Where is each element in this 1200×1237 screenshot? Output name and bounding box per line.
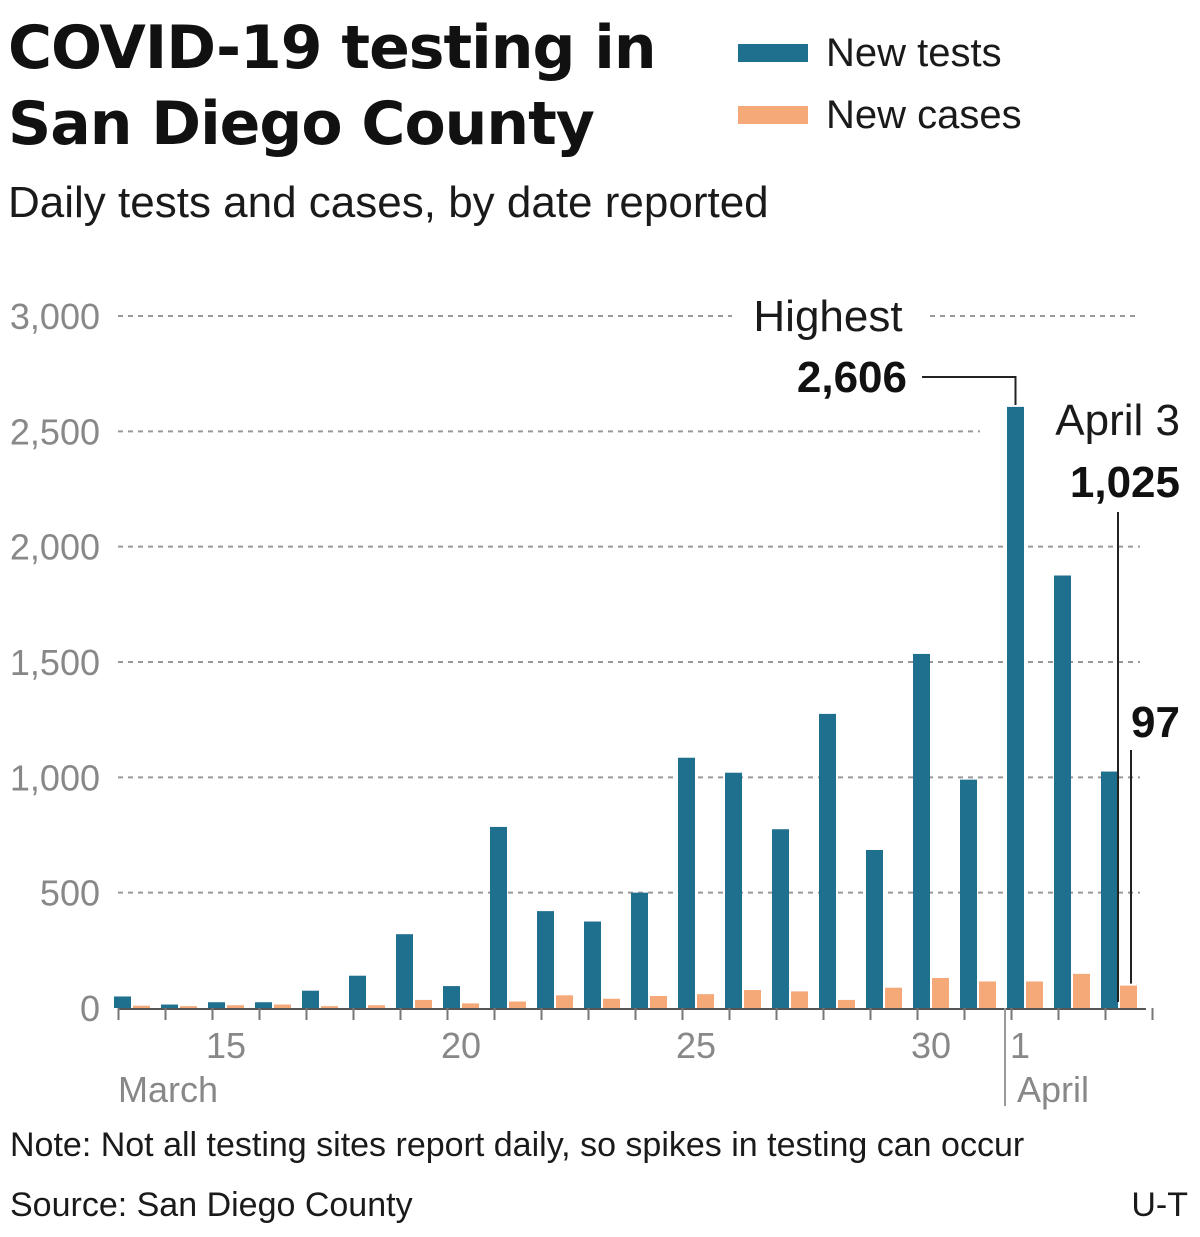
annotation-april3-label: April 3 <box>1055 396 1180 445</box>
bar-new-cases <box>838 999 855 1008</box>
bar-new-cases <box>133 1005 150 1008</box>
y-tick-label: 2,500 <box>10 411 100 452</box>
bar-new-tests <box>490 826 507 1008</box>
legend-item-new-cases: New cases <box>738 84 1022 146</box>
bar-new-cases <box>1120 985 1137 1008</box>
legend-swatch-new-tests <box>738 44 808 62</box>
bar-new-tests <box>161 1004 178 1008</box>
bar-new-tests <box>396 934 413 1008</box>
legend: New tests New cases <box>738 22 1022 146</box>
legend-swatch-new-cases <box>738 106 808 124</box>
bar-new-cases <box>603 998 620 1008</box>
bar-new-tests <box>1007 406 1024 1008</box>
bar-new-tests <box>866 849 883 1008</box>
chart-source: Source: San Diego County <box>10 1186 413 1224</box>
bar-new-tests <box>678 757 695 1008</box>
bar-new-cases <box>885 987 902 1008</box>
bar-new-tests <box>208 1002 225 1008</box>
bar-new-cases <box>227 1005 244 1008</box>
x-tick-label: 1 <box>1010 1025 1030 1066</box>
bar-new-tests <box>960 779 977 1008</box>
bar-new-cases <box>462 1003 479 1008</box>
bar-new-cases <box>979 981 996 1008</box>
legend-label-new-cases: New cases <box>826 92 1022 137</box>
annotation-april3-tests-value: 1,025 <box>1070 458 1180 507</box>
bar-new-cases <box>697 994 714 1008</box>
chart-title-line-2: San Diego County <box>8 89 595 159</box>
bar-new-tests <box>349 975 366 1008</box>
bar-new-cases <box>509 1001 526 1008</box>
annotation-highest-label: Highest <box>753 292 902 341</box>
y-tick-label: 1,500 <box>10 642 100 683</box>
y-tick-label: 1,000 <box>10 757 100 798</box>
bar-new-tests <box>302 990 319 1008</box>
bar-new-cases <box>744 990 761 1008</box>
bar-new-cases <box>1073 973 1090 1008</box>
bar-new-tests <box>1101 771 1118 1008</box>
y-tick-label: 3,000 <box>10 296 100 337</box>
bar-new-tests <box>255 1002 272 1008</box>
legend-label-new-tests: New tests <box>826 30 1002 75</box>
x-tick-label: 20 <box>441 1025 481 1066</box>
x-tick-label: 25 <box>676 1025 716 1066</box>
bar-new-cases <box>556 995 573 1008</box>
x-tick-label: 15 <box>206 1025 246 1066</box>
x-tick-label: 30 <box>911 1025 951 1066</box>
bar-new-cases <box>650 996 667 1008</box>
bar-new-tests <box>772 829 789 1008</box>
annotation-highest-value: 2,606 <box>797 353 907 402</box>
bar-new-tests <box>819 713 836 1008</box>
bar-new-cases <box>932 978 949 1008</box>
chart-title: COVID-19 testing in San Diego County <box>8 10 657 162</box>
annotation-highest-leader <box>922 376 1017 405</box>
month-label: April <box>1017 1069 1089 1110</box>
bar-new-cases <box>368 1005 385 1008</box>
chart-subtitle: Daily tests and cases, by date reported <box>8 178 769 227</box>
annotation-april3-cases-value: 97 <box>1131 698 1180 747</box>
bar-new-tests <box>1054 575 1071 1008</box>
month-label: March <box>118 1069 218 1110</box>
bar-new-cases <box>321 1006 338 1008</box>
chart-title-line-1: COVID-19 testing in <box>8 13 657 83</box>
bar-new-tests <box>114 996 131 1008</box>
bar-new-cases <box>180 1006 197 1008</box>
y-tick-label: 2,000 <box>10 527 100 568</box>
bar-new-tests <box>913 653 930 1008</box>
bar-new-tests <box>537 911 554 1008</box>
chart-note: Note: Not all testing sites report daily… <box>10 1126 1025 1164</box>
y-tick-label: 0 <box>80 988 100 1029</box>
bar-new-cases <box>1026 981 1043 1008</box>
legend-item-new-tests: New tests <box>738 22 1022 84</box>
bar-new-tests <box>725 772 742 1008</box>
bar-new-tests <box>631 892 648 1008</box>
bar-new-cases <box>274 1004 291 1008</box>
y-tick-label: 500 <box>40 873 100 914</box>
bar-new-tests <box>584 921 601 1008</box>
bar-new-cases <box>791 991 808 1008</box>
chart-credit: U-T <box>1131 1186 1188 1224</box>
bar-new-tests <box>443 986 460 1008</box>
bar-new-cases <box>415 999 432 1008</box>
